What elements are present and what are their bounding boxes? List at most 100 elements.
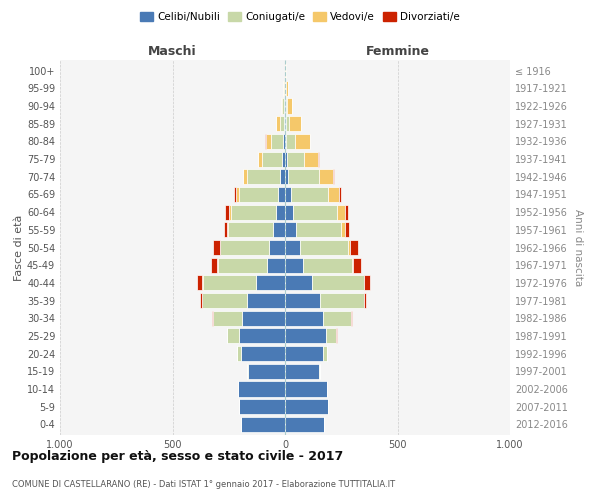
Bar <box>339 187 341 202</box>
Bar <box>285 417 325 432</box>
Bar <box>266 134 271 149</box>
Bar <box>217 258 218 272</box>
Bar <box>364 276 370 290</box>
Bar <box>286 116 289 131</box>
Bar <box>285 258 302 272</box>
Bar <box>289 169 319 184</box>
Bar <box>275 204 285 220</box>
Bar <box>323 346 328 361</box>
Bar <box>285 204 293 220</box>
Bar <box>312 276 364 290</box>
Bar <box>280 169 285 184</box>
Bar <box>241 417 285 432</box>
Bar <box>200 293 202 308</box>
Bar <box>274 222 285 238</box>
Bar <box>203 276 256 290</box>
Bar <box>247 169 280 184</box>
Bar <box>285 346 323 361</box>
Bar <box>352 258 353 272</box>
Bar <box>346 222 349 238</box>
Bar <box>285 399 328 414</box>
Bar <box>235 187 236 202</box>
Bar <box>285 169 289 184</box>
Bar <box>244 169 247 184</box>
Bar <box>285 152 287 166</box>
Text: COMUNE DI CASTELLARANO (RE) - Dati ISTAT 1° gennaio 2017 - Elaborazione TUTTITAL: COMUNE DI CASTELLARANO (RE) - Dati ISTAT… <box>12 480 395 489</box>
Bar <box>319 169 334 184</box>
Bar <box>258 152 262 166</box>
Bar <box>227 328 239 344</box>
Bar <box>283 98 284 114</box>
Bar <box>239 187 278 202</box>
Bar <box>285 98 286 114</box>
Legend: Celibi/Nubili, Coniugati/e, Vedovi/e, Divorziati/e: Celibi/Nubili, Coniugati/e, Vedovi/e, Di… <box>136 8 464 26</box>
Bar <box>319 364 320 379</box>
Bar <box>295 134 310 149</box>
Bar <box>328 187 339 202</box>
Text: Popolazione per età, sesso e stato civile - 2017: Popolazione per età, sesso e stato civil… <box>12 450 343 463</box>
Bar <box>218 258 267 272</box>
Bar <box>247 364 248 379</box>
Bar <box>284 116 285 131</box>
Bar <box>325 328 337 344</box>
Bar <box>197 276 202 290</box>
Bar <box>353 258 361 272</box>
Bar <box>285 222 296 238</box>
Bar <box>284 98 285 114</box>
Bar <box>278 187 285 202</box>
Bar <box>287 98 292 114</box>
Bar <box>285 382 326 396</box>
Bar <box>302 258 352 272</box>
Bar <box>269 240 285 255</box>
Bar <box>241 346 285 361</box>
Bar <box>283 152 285 166</box>
Bar <box>247 293 285 308</box>
Bar <box>211 258 217 272</box>
Bar <box>285 310 323 326</box>
Bar <box>224 222 227 238</box>
Bar <box>227 222 229 238</box>
Bar <box>220 240 269 255</box>
Bar <box>344 204 348 220</box>
Bar <box>229 222 274 238</box>
Bar <box>285 276 312 290</box>
Y-axis label: Fasce di età: Fasce di età <box>14 214 24 280</box>
Bar <box>226 204 229 220</box>
Bar <box>348 240 350 255</box>
Bar <box>236 346 241 361</box>
Bar <box>304 152 319 166</box>
Bar <box>293 204 337 220</box>
Bar <box>239 328 285 344</box>
Y-axis label: Anni di nascita: Anni di nascita <box>573 209 583 286</box>
Bar <box>239 399 285 414</box>
Bar <box>286 81 288 96</box>
Bar <box>236 187 239 202</box>
Bar <box>289 116 301 131</box>
Bar <box>323 310 352 326</box>
Bar <box>212 310 213 326</box>
Text: Maschi: Maschi <box>148 45 197 58</box>
Bar <box>285 116 286 131</box>
Bar <box>242 169 244 184</box>
Bar <box>364 293 366 308</box>
Bar <box>350 240 358 255</box>
Bar <box>248 364 285 379</box>
Bar <box>285 134 286 149</box>
Bar <box>283 134 285 149</box>
Bar <box>229 204 230 220</box>
Bar <box>238 382 285 396</box>
Bar <box>281 98 283 114</box>
Bar <box>290 187 328 202</box>
Bar <box>285 240 299 255</box>
Bar <box>286 134 295 149</box>
Bar <box>285 293 320 308</box>
Bar <box>341 222 346 238</box>
Bar <box>202 293 247 308</box>
Bar <box>285 187 290 202</box>
Bar <box>285 328 325 344</box>
Bar <box>296 222 341 238</box>
Bar <box>256 276 285 290</box>
Bar <box>285 364 319 379</box>
Bar <box>267 258 285 272</box>
Bar <box>213 310 242 326</box>
